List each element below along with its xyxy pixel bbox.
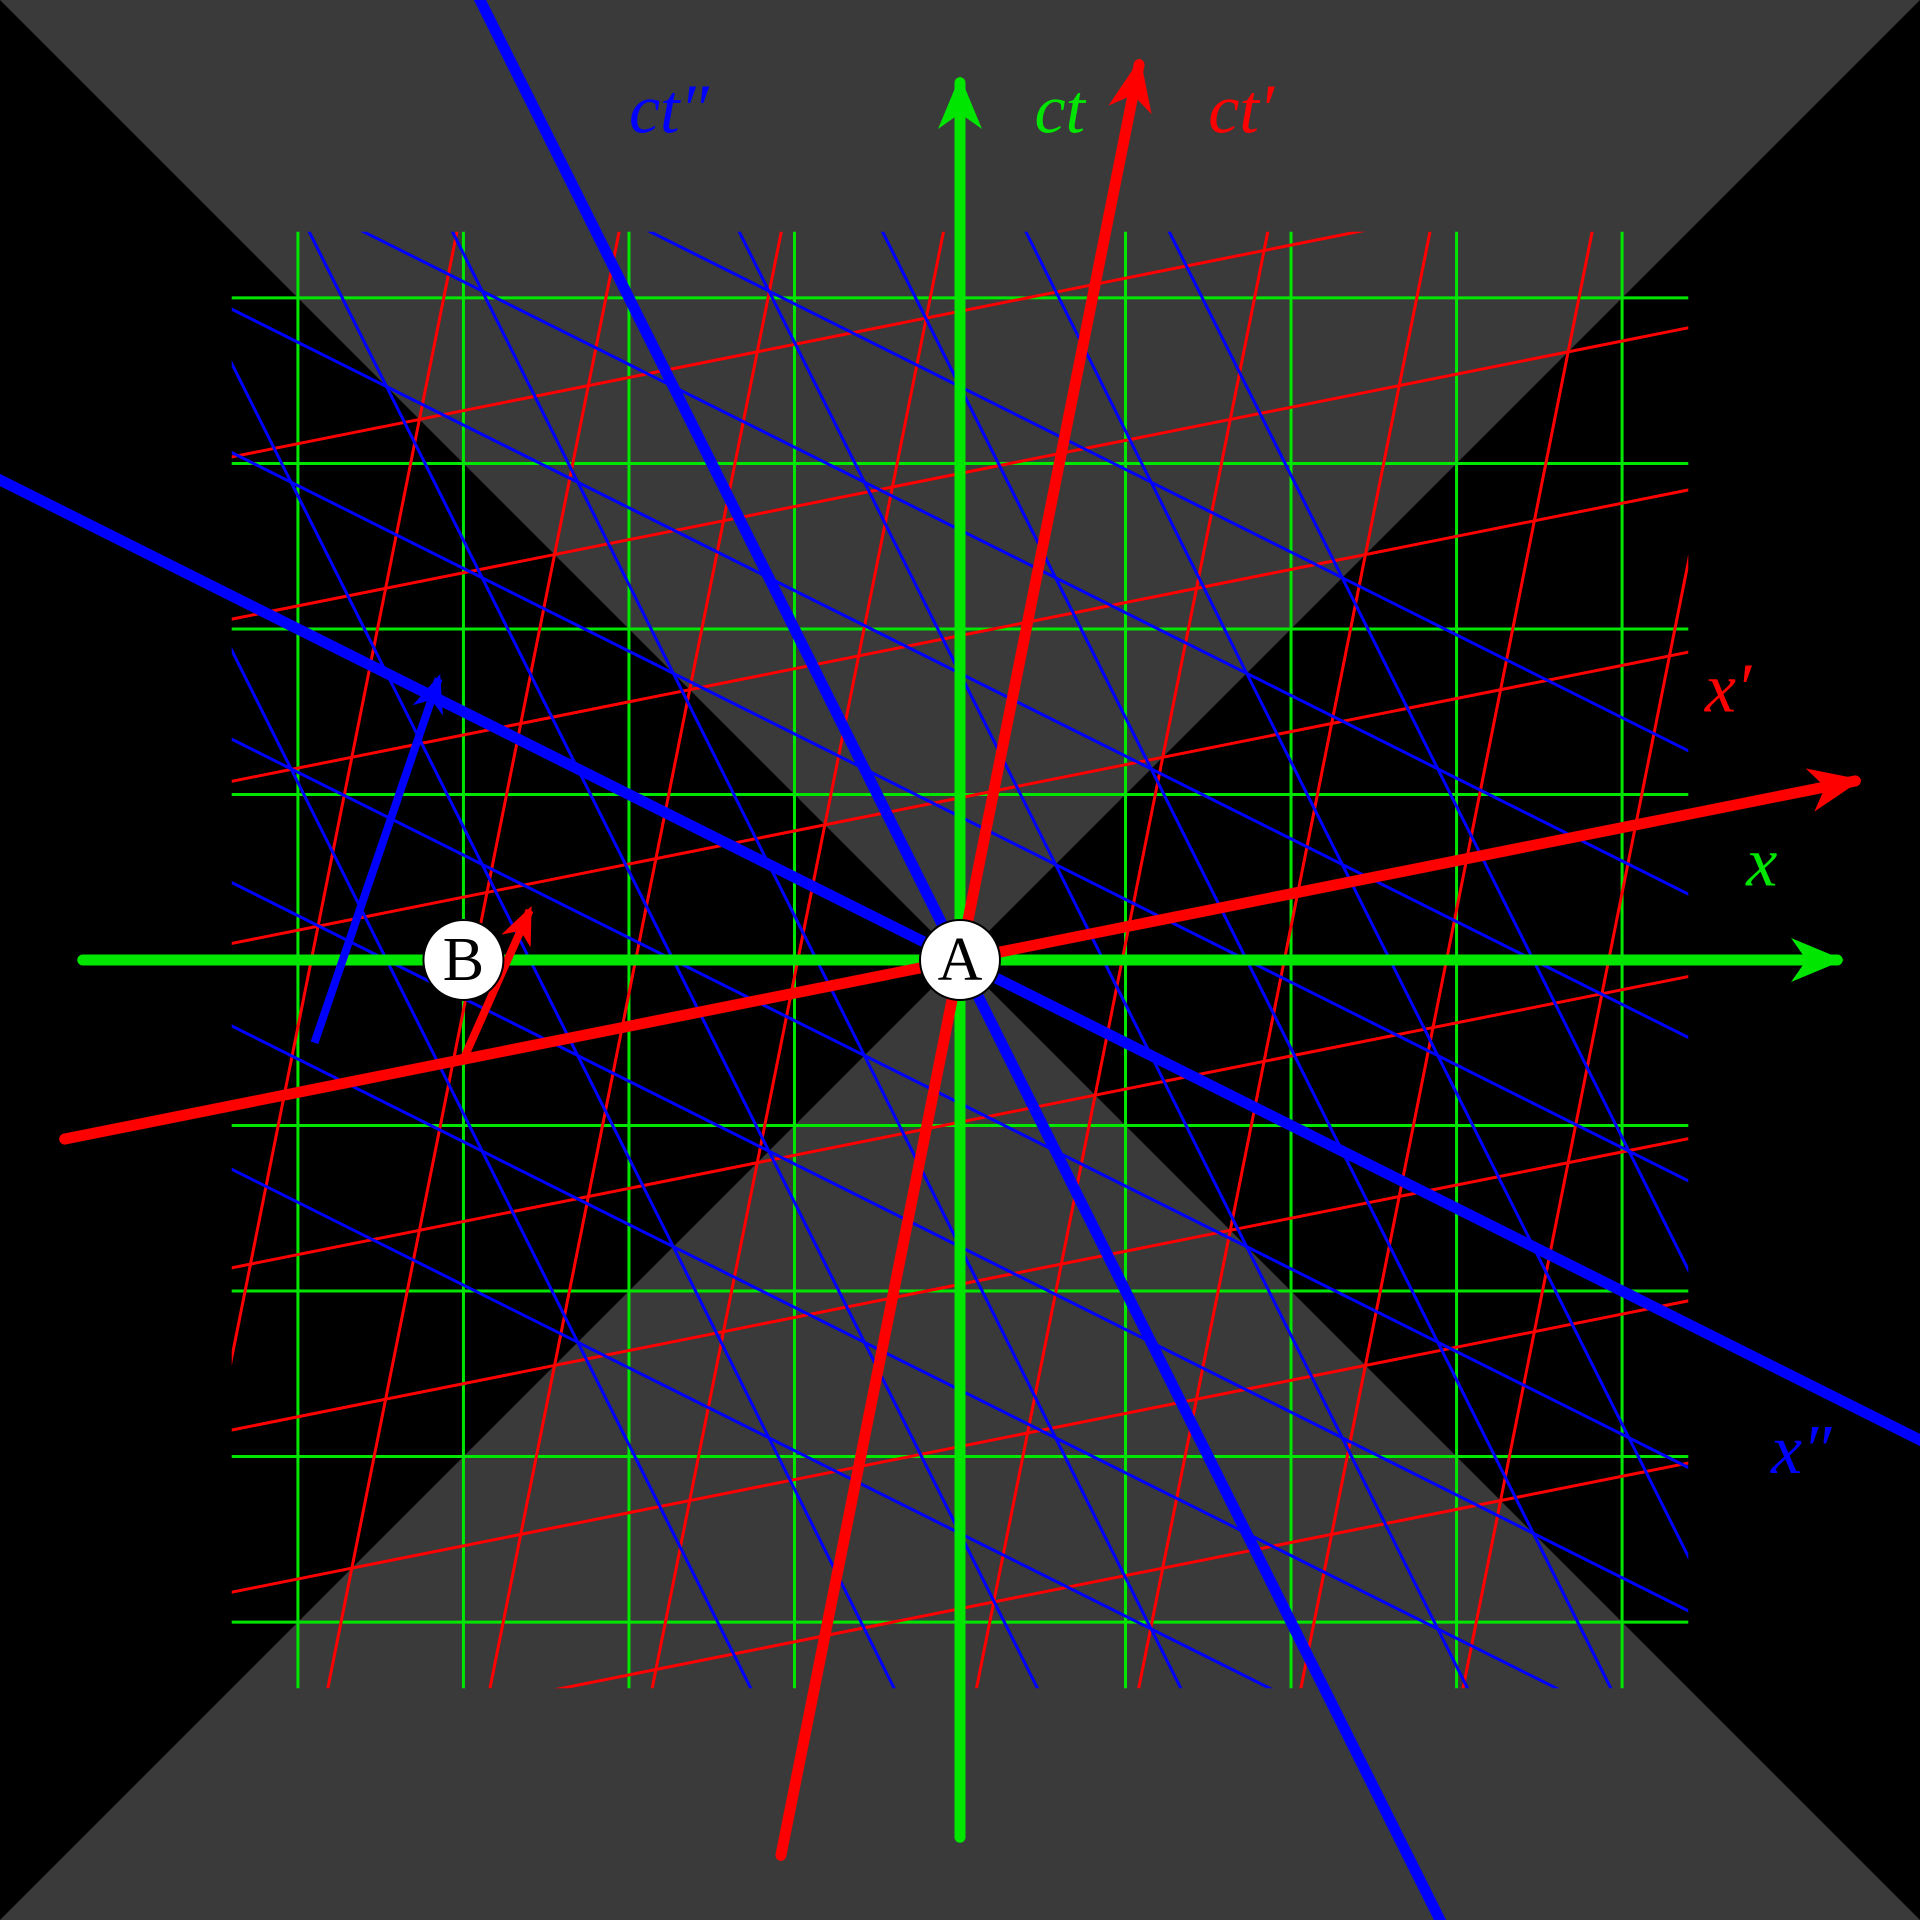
label-x-red: x′ xyxy=(1704,651,1753,728)
label-ct-red: ct′ xyxy=(1208,71,1276,148)
label-ct-rest: ct xyxy=(1034,71,1086,148)
label-x-blue: x″ xyxy=(1770,1412,1832,1489)
event-label-A: A xyxy=(938,926,983,994)
minkowski-diagram: x ct x′ ct′ x″ ct″ A B xyxy=(0,0,1920,1920)
label-x-rest: x xyxy=(1745,825,1777,902)
event-label-B: B xyxy=(443,926,484,994)
label-ct-blue: ct″ xyxy=(629,71,710,148)
